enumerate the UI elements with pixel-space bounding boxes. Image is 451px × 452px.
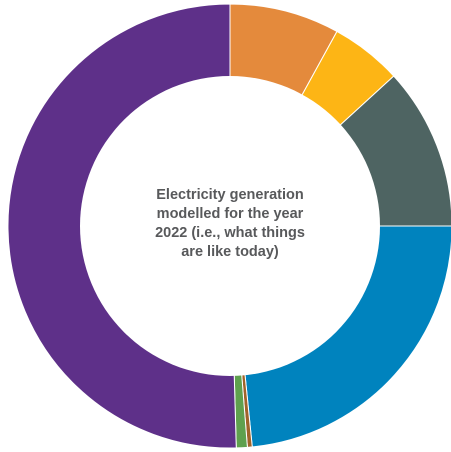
chart-title: Electricity generation modelled for the … [125,186,335,262]
chart-title-line-3: 2022 (i.e., what things [155,225,305,241]
chart-title-line-2: modelled for the year [156,206,304,222]
donut-hole [80,76,380,376]
chart-title-line-4: are like today) [181,244,279,260]
chart-title-line-1: Electricity generation [156,187,304,203]
